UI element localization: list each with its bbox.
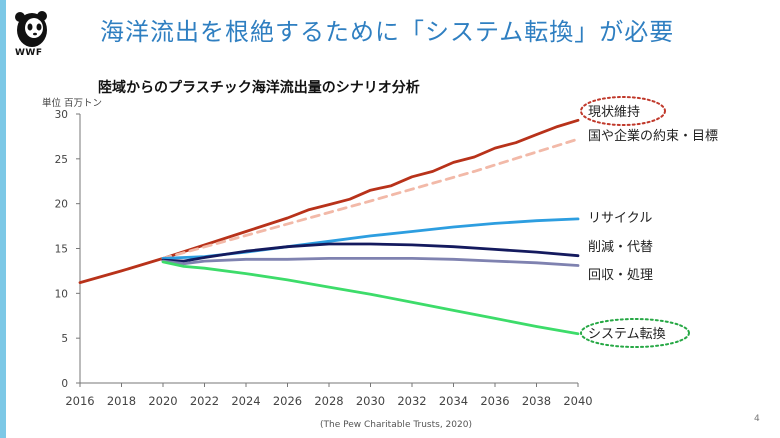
highlight-ellipse [580, 96, 666, 126]
x-tick-label: 2028 [314, 394, 343, 408]
x-tick-label: 2036 [480, 394, 509, 408]
series-line [78, 256, 165, 285]
series-line [161, 137, 580, 260]
accent-bar [0, 0, 6, 438]
x-tick-label: 2034 [439, 394, 468, 408]
x-tick-label: 2026 [273, 394, 302, 408]
series-line [161, 118, 580, 260]
y-tick-label: 10 [55, 288, 68, 300]
slide-title: 海洋流出を根絶するために「システム転換」が必要 [100, 18, 675, 46]
series-line [161, 256, 580, 267]
x-tick-label: 2032 [397, 394, 426, 408]
source-citation: (The Pew Charitable Trusts, 2020) [320, 420, 472, 430]
y-tick-label: 20 [55, 199, 68, 211]
y-tick-label: 5 [61, 333, 68, 345]
highlight-ellipse [580, 318, 690, 348]
series-line [161, 260, 580, 336]
panda-logo-icon [15, 11, 47, 47]
y-tick-label: 25 [55, 154, 68, 166]
series-end-label: 削減・代替 [588, 239, 653, 255]
series-end-label: 回収・処理 [588, 268, 653, 283]
series-line [161, 242, 580, 263]
x-tick-label: 2040 [563, 394, 592, 408]
chart-title: 陸域からのプラスチック海洋流出量のシナリオ分析 [98, 80, 420, 96]
y-tick-label: 30 [55, 109, 68, 121]
x-tick-label: 2024 [231, 394, 260, 408]
series-end-label: システム転換 [588, 327, 666, 342]
x-tick-label: 2030 [356, 394, 385, 408]
series-end-label: 国や企業の約束・目標 [588, 128, 718, 144]
y-tick-label: 15 [55, 244, 68, 256]
x-tick-label: 2018 [107, 394, 136, 408]
page-number: 4 [754, 414, 760, 424]
x-tick-label: 2020 [148, 394, 177, 408]
series-end-label: リサイクル [588, 211, 652, 226]
x-tick-label: 2016 [65, 394, 94, 408]
y-tick-label: 0 [61, 378, 68, 390]
logo-text: WWF [15, 48, 43, 58]
x-tick-label: 2038 [522, 394, 551, 408]
y-axis-unit: 単位 百万トン [42, 98, 103, 109]
x-tick-label: 2022 [190, 394, 219, 408]
series-end-label: 現状維持 [588, 105, 640, 120]
